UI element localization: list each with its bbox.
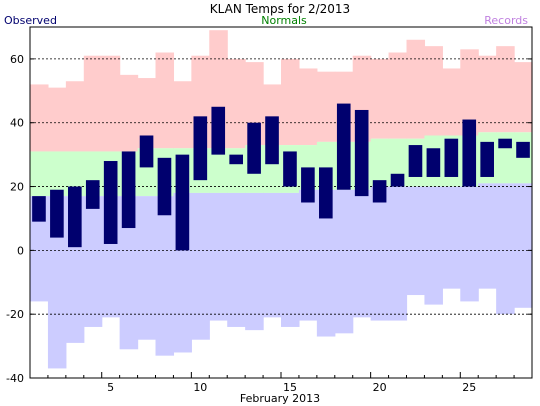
record-low-band-day-28 — [514, 183, 533, 308]
observed-bar-day-12 — [229, 154, 243, 165]
x-tick-label-25: 25 — [462, 381, 476, 394]
observed-bar-day-19 — [354, 109, 369, 197]
record-high-band-day-12 — [227, 58, 246, 149]
observed-bar-day-15 — [283, 151, 297, 187]
record-low-band-day-20 — [370, 186, 390, 321]
record-high-band-day-22 — [406, 39, 426, 139]
record-high-band-day-15 — [281, 58, 300, 146]
record-low-band-day-6 — [119, 196, 139, 350]
normal-band-day-3 — [65, 151, 85, 197]
x-tick-label-5: 5 — [107, 381, 114, 394]
record-high-band-day-3 — [65, 81, 85, 152]
record-low-band-day-10 — [191, 192, 210, 340]
record-low-band-day-8 — [155, 196, 175, 356]
observed-bar-day-6 — [121, 151, 136, 229]
record-low-band-day-2 — [47, 196, 67, 369]
observed-bar-day-23 — [426, 148, 441, 177]
record-high-band-day-21 — [388, 52, 408, 139]
record-high-band-day-23 — [424, 46, 443, 136]
x-tick-label-15: 15 — [283, 381, 297, 394]
y-tick-label-20: 20 — [10, 181, 24, 194]
record-low-band-day-11 — [209, 192, 228, 321]
record-high-band-day-4 — [83, 55, 103, 152]
record-high-band-day-20 — [370, 58, 390, 139]
observed-bar-day-28 — [516, 141, 530, 158]
observed-bar-day-4 — [85, 180, 100, 209]
observed-bar-day-5 — [103, 161, 118, 244]
normal-band-day-11 — [209, 148, 228, 193]
x-tick-label-20: 20 — [373, 381, 387, 394]
y-tick-label-60: 60 — [10, 53, 24, 66]
observed-bar-day-21 — [390, 173, 405, 187]
record-high-band-day-9 — [173, 81, 192, 149]
observed-bar-day-17 — [319, 167, 333, 219]
record-high-band-day-5 — [101, 55, 121, 152]
observed-bar-day-8 — [157, 157, 172, 216]
record-high-band-day-8 — [155, 52, 175, 149]
record-low-band-day-17 — [316, 189, 336, 337]
observed-bar-day-20 — [372, 180, 387, 203]
observed-bar-day-2 — [50, 189, 64, 238]
y-tick-label--20: -20 — [6, 308, 24, 321]
observed-bar-day-14 — [265, 116, 279, 165]
record-high-band-day-16 — [298, 68, 318, 146]
record-low-band-day-18 — [334, 189, 354, 334]
record-low-band-day-27 — [496, 183, 515, 315]
record-low-band-day-24 — [442, 186, 461, 289]
normal-band-day-2 — [47, 151, 67, 197]
record-high-band-day-25 — [460, 49, 479, 136]
record-high-band-day-2 — [47, 87, 67, 152]
observed-bar-day-3 — [68, 186, 82, 248]
observed-bar-day-25 — [462, 119, 477, 187]
record-low-band-day-14 — [263, 192, 282, 318]
x-axis-label: February 2013 — [240, 392, 320, 405]
record-high-band-day-27 — [496, 46, 515, 133]
legend-normals: Normals — [261, 14, 307, 27]
observed-bar-day-7 — [139, 135, 154, 168]
observed-bar-day-10 — [193, 116, 208, 181]
normal-band-day-20 — [370, 138, 390, 187]
y-tick-label--40: -40 — [6, 372, 24, 385]
record-low-band-day-25 — [460, 186, 479, 302]
record-low-band-day-7 — [137, 196, 157, 340]
record-low-band-day-21 — [388, 186, 408, 321]
observed-bar-day-13 — [247, 122, 261, 174]
record-low-band-day-15 — [281, 192, 300, 327]
record-low-band-day-22 — [406, 186, 426, 296]
observed-bar-day-18 — [336, 103, 351, 190]
record-low-band-day-13 — [245, 192, 264, 331]
observed-bar-day-16 — [301, 167, 315, 203]
y-tick-label-0: 0 — [17, 244, 24, 257]
record-low-band-day-16 — [298, 189, 318, 321]
normal-band-day-1 — [30, 151, 49, 197]
record-high-band-day-7 — [137, 78, 157, 149]
observed-bar-day-24 — [444, 138, 459, 177]
chart-title: KLAN Temps for 2/2013 — [210, 2, 350, 16]
x-tick-label-10: 10 — [193, 381, 207, 394]
record-low-band-day-4 — [83, 196, 103, 327]
observed-bar-day-1 — [32, 196, 46, 222]
plot-area: -40 -20 0 20 40 60 5 10 15 20 25 — [6, 26, 533, 394]
record-high-band-day-1 — [30, 84, 49, 152]
observed-bar-day-27 — [498, 138, 512, 149]
record-high-band-day-6 — [119, 74, 139, 152]
record-high-band-day-26 — [478, 55, 497, 133]
record-high-band-day-24 — [442, 68, 461, 136]
observed-bar-day-22 — [408, 145, 423, 177]
legend-observed: Observed — [4, 14, 57, 27]
record-low-band-day-19 — [352, 189, 372, 318]
y-tick-label-40: 40 — [10, 117, 24, 130]
record-high-band-day-28 — [514, 62, 533, 133]
record-low-band-day-23 — [424, 186, 443, 305]
record-low-band-day-26 — [478, 183, 497, 289]
record-low-band-day-1 — [30, 196, 49, 302]
observed-bar-day-11 — [211, 106, 226, 155]
observed-bar-day-26 — [480, 141, 494, 177]
record-low-band-day-12 — [227, 192, 246, 327]
record-high-band-day-17 — [316, 71, 336, 142]
observed-bar-day-9 — [175, 154, 190, 251]
legend-records: Records — [484, 14, 528, 27]
